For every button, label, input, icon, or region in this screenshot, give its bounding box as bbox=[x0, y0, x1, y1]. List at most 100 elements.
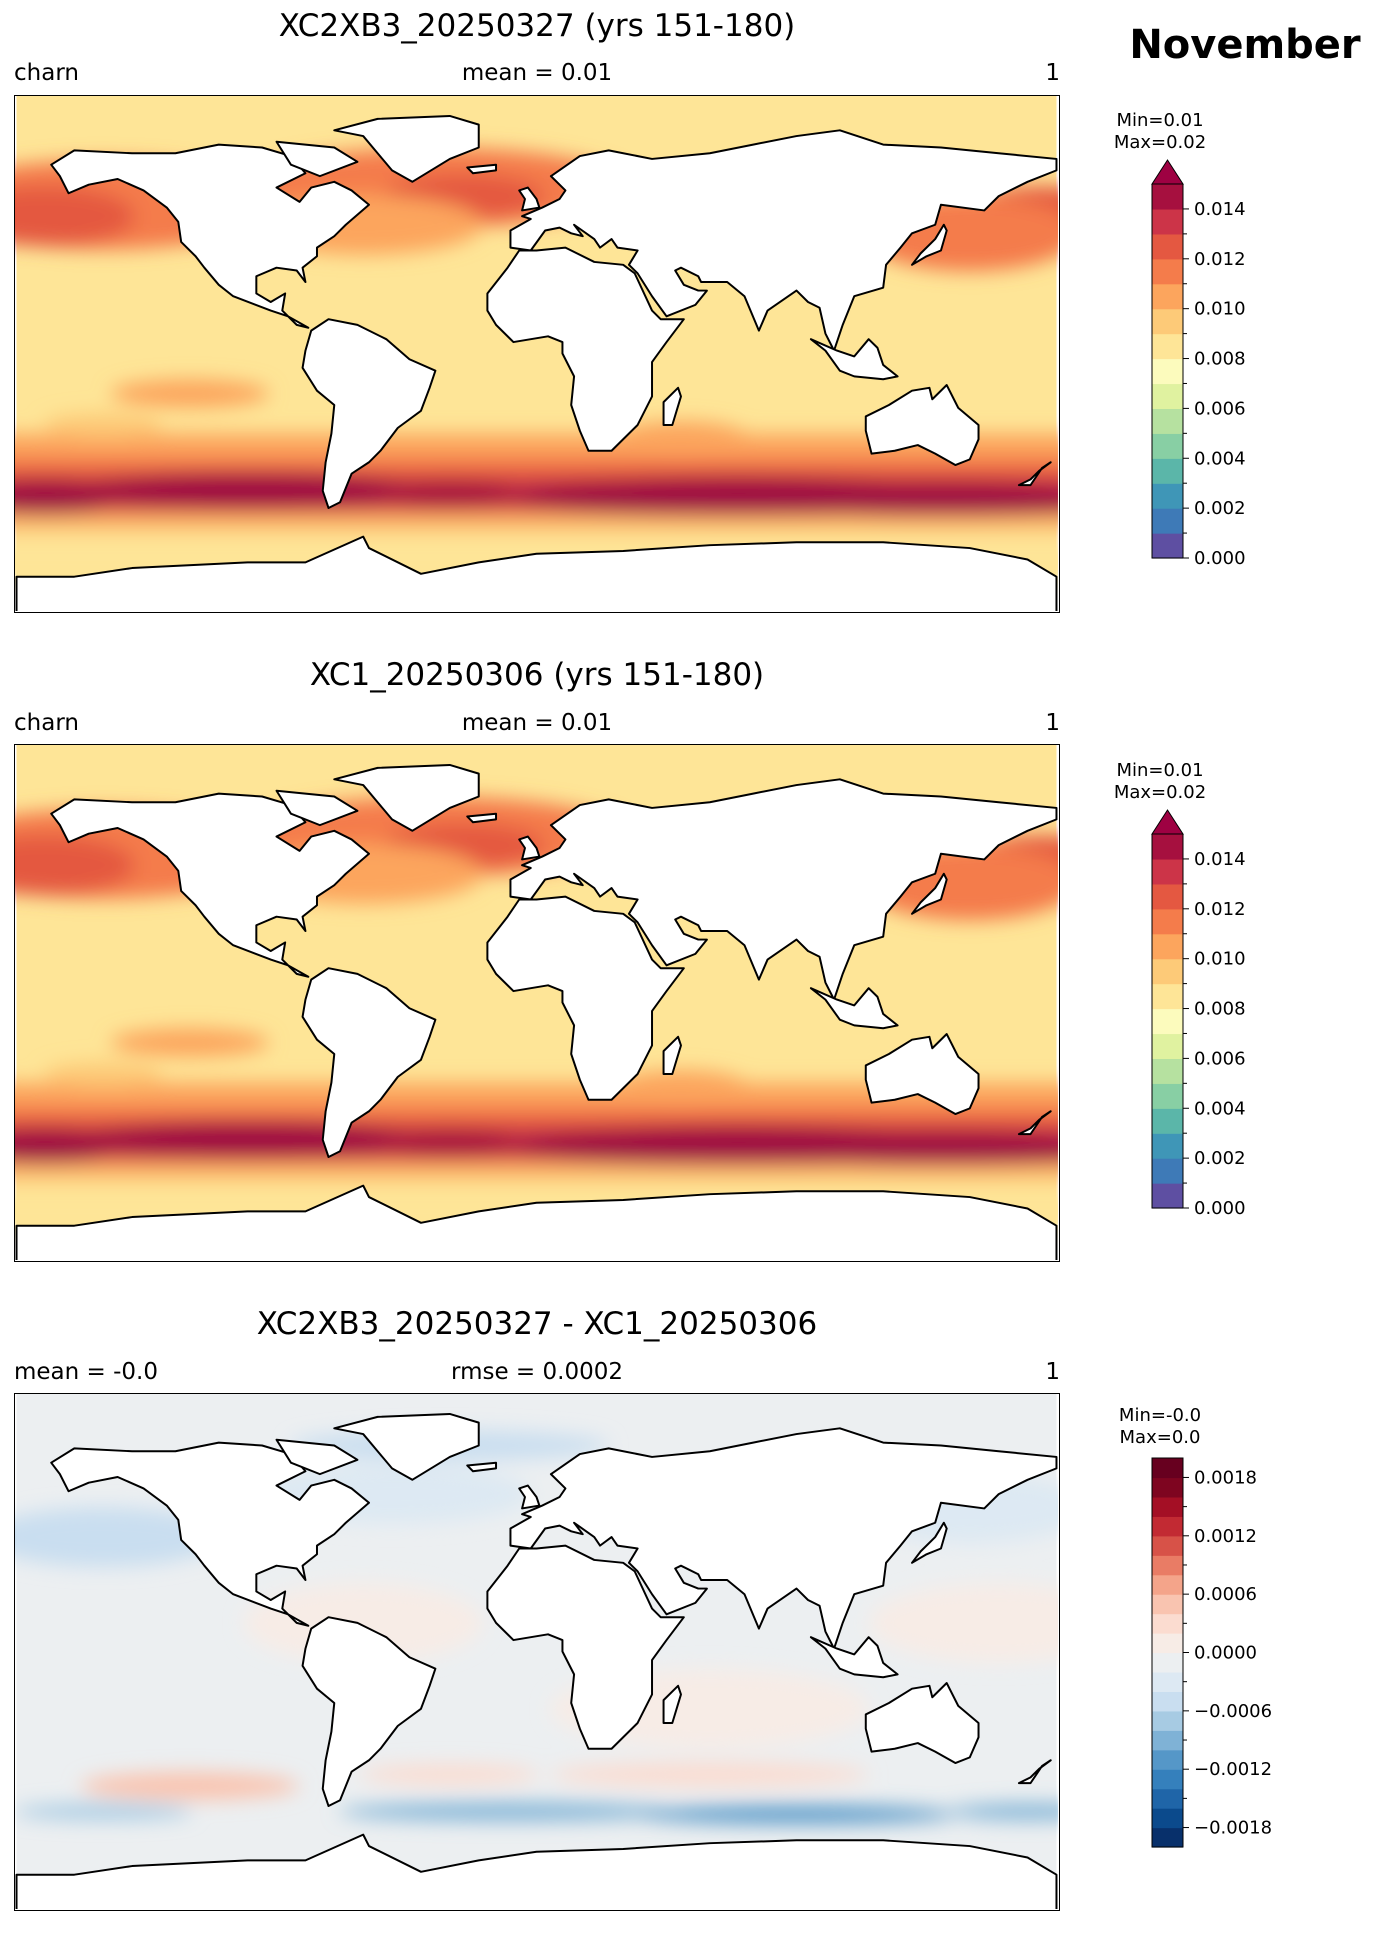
colorbar-tick-label: 0.014 bbox=[1194, 199, 1246, 220]
colorbar-tick-label: 0.004 bbox=[1194, 448, 1246, 469]
colorbar-tick-label: 0.010 bbox=[1194, 949, 1246, 970]
colorbar-segment bbox=[1152, 1769, 1183, 1790]
colorbar-segment bbox=[1152, 858, 1183, 885]
colorbar-segment bbox=[1152, 408, 1183, 434]
colorbar-segment bbox=[1152, 1083, 1183, 1109]
colorbar-segment bbox=[1152, 1691, 1183, 1712]
colorbar-tick-label: −0.0018 bbox=[1194, 1818, 1272, 1839]
panel-2-minmax: Min=0.01 Max=0.02 bbox=[1090, 760, 1230, 804]
landmass-japan bbox=[911, 872, 948, 915]
colorbar-segment bbox=[1152, 933, 1183, 960]
landmass-japan bbox=[911, 223, 948, 266]
landmass-south-america bbox=[301, 967, 437, 1158]
panel-1-minmax: Min=0.01 Max=0.02 bbox=[1090, 110, 1230, 154]
landmass-uk bbox=[518, 186, 541, 212]
colorbar-tick-label: 0.0006 bbox=[1194, 1584, 1257, 1605]
colorbar-segment bbox=[1152, 1535, 1183, 1556]
panel-2-map-svg bbox=[15, 745, 1058, 1260]
colorbar-tick-label: 0.004 bbox=[1194, 1098, 1246, 1119]
landmass-australia bbox=[864, 1033, 980, 1116]
panel-3-min-label: Min=-0.0 bbox=[1118, 1405, 1202, 1426]
panel-1-colorbar-svg: 0.000 0.002 0.004 0.006 0.008 0.010 0.012 0.014 bbox=[1151, 159, 1246, 569]
colorbar-segment bbox=[1152, 533, 1183, 559]
colorbar-segment bbox=[1152, 308, 1183, 335]
colorbar-tick-label: 0.014 bbox=[1194, 849, 1246, 870]
colorbar-segment bbox=[1152, 1458, 1183, 1479]
colorbar-segment bbox=[1152, 1827, 1183, 1848]
panel-1-colorbar: 0.000 0.002 0.004 0.006 0.008 0.010 0.012 0.014 bbox=[1151, 159, 1312, 572]
landmass-north-america bbox=[50, 792, 370, 978]
colorbar-segment bbox=[1152, 433, 1183, 459]
landmass-south-america bbox=[301, 1616, 437, 1807]
colorbar-segment bbox=[1152, 283, 1183, 310]
landmass-eurasia bbox=[509, 1427, 1058, 1650]
panel-3-map-svg bbox=[15, 1394, 1058, 1909]
panel-1-min-label: Min=0.01 bbox=[1116, 110, 1204, 131]
colorbar-tick-label: 0.0012 bbox=[1194, 1526, 1257, 1547]
colorbar-tick-label: 0.000 bbox=[1194, 1198, 1246, 1219]
panel-3-max-label: Max=0.0 bbox=[1119, 1427, 1201, 1448]
colorbar-segment bbox=[1152, 258, 1183, 285]
landmass-antarctica bbox=[15, 535, 1058, 611]
landmass-africa-eurasia bbox=[486, 895, 685, 1101]
landmass-greenland bbox=[333, 1412, 480, 1481]
panel-1-mean-label: mean = 0.01 bbox=[461, 60, 613, 86]
landmass-indonesia bbox=[809, 1636, 899, 1679]
landmass-baffin bbox=[275, 140, 359, 178]
panel-1-title: XC2XB3_20250327 (yrs 151-180) bbox=[278, 8, 796, 44]
colorbar-tick-label: 0.008 bbox=[1194, 349, 1246, 370]
landmass-new-zealand bbox=[1017, 461, 1052, 487]
colorbar-segment bbox=[1152, 483, 1183, 509]
colorbar-segment bbox=[1152, 1555, 1183, 1576]
panel-1-map bbox=[14, 95, 1060, 613]
landmass-antarctica bbox=[15, 1184, 1058, 1260]
colorbar-segment bbox=[1152, 958, 1183, 985]
landmass-africa-eurasia bbox=[486, 1544, 685, 1750]
colorbar-segment bbox=[1152, 1574, 1183, 1595]
landmass-new-zealand bbox=[1017, 1110, 1052, 1136]
colorbar-segment bbox=[1152, 1516, 1183, 1537]
colorbar-segment bbox=[1152, 1633, 1183, 1654]
colorbar-segment bbox=[1152, 1133, 1183, 1159]
landmass-japan bbox=[911, 1521, 948, 1564]
colorbar-tick-label: 0.006 bbox=[1194, 398, 1246, 419]
colorbar-segment bbox=[1152, 1058, 1183, 1084]
panel-2-mean-label: mean = 0.01 bbox=[461, 710, 613, 736]
colorbar-segment bbox=[1152, 508, 1183, 534]
panel-2-max-label: Max=0.02 bbox=[1113, 782, 1207, 803]
colorbar-segment bbox=[1152, 1033, 1183, 1059]
colorbar-segment bbox=[1152, 1158, 1183, 1184]
panel-3-colorbar: −0.0018 −0.0012 −0.0006 0.0000 0.0006 0.0012 0… bbox=[1151, 1457, 1312, 1861]
landmass-greenland bbox=[333, 763, 480, 832]
colorbar-tick-label: 0.010 bbox=[1194, 299, 1246, 320]
panel-1-level-label: 1 bbox=[1045, 60, 1060, 86]
landmass-iceland bbox=[466, 812, 498, 824]
landmass-uk bbox=[518, 835, 541, 861]
colorbar-tick-label: 0.012 bbox=[1194, 249, 1246, 270]
panel-3-title: XC2XB3_20250327 - XC1_20250306 bbox=[256, 1306, 818, 1342]
colorbar-segment bbox=[1152, 184, 1183, 210]
landmass-africa-eurasia bbox=[486, 246, 685, 452]
colorbar-tick-label: 0.006 bbox=[1194, 1048, 1246, 1069]
colorbar-segment bbox=[1152, 233, 1183, 260]
colorbar-segment bbox=[1152, 1613, 1183, 1634]
panel-2-level-label: 1 bbox=[1045, 710, 1060, 736]
landmass-uk bbox=[518, 1484, 541, 1510]
landmass-baffin bbox=[275, 1438, 359, 1476]
colorbar-segment bbox=[1152, 883, 1183, 910]
panel-2-title: XC1_20250306 (yrs 151-180) bbox=[309, 657, 765, 693]
colorbar-segment bbox=[1152, 383, 1183, 409]
landmass-madagascar bbox=[662, 1035, 682, 1075]
panel-2-colorbar-svg: 0.000 0.002 0.004 0.006 0.008 0.010 0.012 0.014 bbox=[1151, 809, 1246, 1219]
landmass-australia bbox=[864, 1682, 980, 1765]
landmass-eurasia bbox=[509, 778, 1058, 1001]
panel-3-colorbar-svg: −0.0018 −0.0012 −0.0006 0.0000 0.0006 0.0012 0… bbox=[1151, 1457, 1272, 1848]
colorbar-segment bbox=[1152, 1808, 1183, 1829]
panel-3-minmax: Min=-0.0 Max=0.0 bbox=[1090, 1405, 1230, 1449]
landmass-indonesia bbox=[809, 987, 899, 1030]
colorbar-tick-label: 0.012 bbox=[1194, 899, 1246, 920]
panel-1-map-svg bbox=[15, 96, 1058, 611]
landmass-antarctica bbox=[15, 1833, 1058, 1909]
panel-2-map bbox=[14, 744, 1060, 1262]
panel-2-min-label: Min=0.01 bbox=[1116, 760, 1204, 781]
